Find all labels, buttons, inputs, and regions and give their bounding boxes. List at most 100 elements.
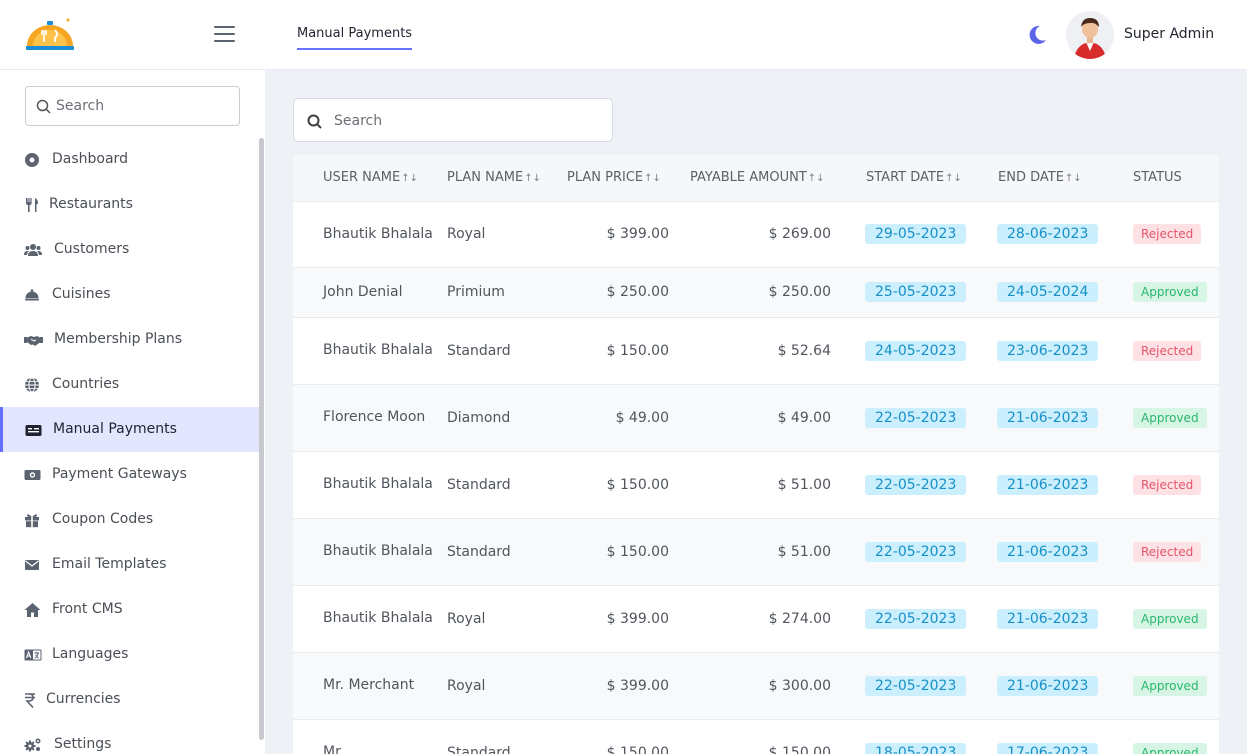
utensils-icon <box>26 198 38 212</box>
cell-payable-amount: $ 274.00 <box>768 610 831 627</box>
status-badge: Rejected <box>1133 224 1202 244</box>
table-row: Bhautik Bhalala Royal $ 399.00 $ 269.00 … <box>293 201 1219 267</box>
sidebar-item-currencies[interactable]: Currencies <box>0 677 260 722</box>
sidebar-item-label: Email Templates <box>52 556 167 572</box>
cell-plan-name: Standard <box>447 476 511 493</box>
start-date-badge: 22-05-2023 <box>865 541 967 562</box>
start-date-badge: 22-05-2023 <box>865 474 967 495</box>
start-date-badge: 22-05-2023 <box>865 675 967 696</box>
language-icon <box>24 649 42 661</box>
logo-icon[interactable] <box>24 16 76 54</box>
tab-manual-payments[interactable]: Manual Payments <box>297 26 413 50</box>
status-badge: Approved <box>1133 608 1207 629</box>
sidebar-item-label: Languages <box>52 646 129 662</box>
dark-mode-moon-icon[interactable] <box>1026 24 1048 46</box>
sidebar-item-payment-gateways[interactable]: Payment Gateways <box>0 452 260 497</box>
user-avatar-icon <box>1066 11 1114 59</box>
sidebar-item-restaurants[interactable]: Restaurants <box>0 182 260 227</box>
sidebar-item-label: Front CMS <box>52 601 123 617</box>
sidebar-item-label: Coupon Codes <box>52 511 154 527</box>
cell-plan-name: Royal <box>447 610 486 627</box>
sidebar-item-countries[interactable]: Countries <box>0 362 260 407</box>
end-date-badge: 21-06-2023 <box>997 608 1099 629</box>
menu-toggle-icon[interactable] <box>214 26 235 44</box>
table-row: Bhautik Bhalala Standard $ 150.00 $ 51.0… <box>293 518 1219 585</box>
gift-icon <box>25 514 39 528</box>
sidebar-item-label: Customers <box>54 241 130 257</box>
cuisine-icon <box>25 289 39 301</box>
column-header-start-date[interactable]: START DATE↑↓ <box>866 170 962 186</box>
end-date-badge: 21-06-2023 <box>997 541 1099 562</box>
column-header-end-date[interactable]: END DATE↑↓ <box>998 170 1082 186</box>
end-date-badge: 24-05-2024 <box>997 282 1099 302</box>
table-row: Mr. Merchant Royal $ 399.00 $ 300.00 22-… <box>293 652 1219 719</box>
cell-payable-amount: $ 300.00 <box>768 677 831 694</box>
column-header-user-name[interactable]: USER NAME↑↓ <box>323 170 418 186</box>
cell-plan-name: Primium <box>447 284 505 300</box>
sidebar-item-label: Membership Plans <box>54 331 183 347</box>
cell-payable-amount: $ 250.00 <box>768 284 831 300</box>
search-icon <box>307 114 322 129</box>
table-row: Mr. Standard $ 150.00 $ 150.00 18-05-202… <box>293 719 1219 754</box>
sidebar-item-settings[interactable]: Settings <box>0 722 260 754</box>
sort-icon: ↑↓ <box>524 173 541 185</box>
cell-plan-price: $ 49.00 <box>615 409 669 426</box>
handshake-icon <box>24 336 43 346</box>
column-header-payable-amount[interactable]: PAYABLE AMOUNT↑↓ <box>690 170 825 186</box>
cell-payable-amount: $ 269.00 <box>768 226 831 242</box>
sort-icon: ↑↓ <box>945 173 962 185</box>
cell-user-name: Mr. <box>323 744 344 754</box>
status-badge: Rejected <box>1133 541 1202 562</box>
sidebar-item-email-templates[interactable]: Email Templates <box>0 542 260 587</box>
table-header-row: USER NAME↑↓ PLAN NAME↑↓ PLAN PRICE↑↓ PAY… <box>293 155 1219 201</box>
cell-plan-name: Standard <box>447 543 511 560</box>
cogs-icon <box>24 738 41 752</box>
sort-icon: ↑↓ <box>1064 173 1082 185</box>
cell-plan-price: $ 399.00 <box>606 610 669 627</box>
sidebar-search-input[interactable] <box>56 95 231 117</box>
sidebar-item-label: Countries <box>52 376 120 392</box>
status-badge: Approved <box>1133 675 1207 696</box>
cell-payable-amount: $ 52.64 <box>777 342 831 359</box>
column-header-plan-name[interactable]: PLAN NAME↑↓ <box>447 170 541 186</box>
search-icon <box>36 99 51 114</box>
payments-table: USER NAME↑↓ PLAN NAME↑↓ PLAN PRICE↑↓ PAY… <box>293 155 1219 754</box>
sidebar-item-cuisines[interactable]: Cuisines <box>0 272 260 317</box>
sidebar-item-coupon-codes[interactable]: Coupon Codes <box>0 497 260 542</box>
sidebar-item-membership-plans[interactable]: Membership Plans <box>0 317 260 362</box>
user-name[interactable]: Super Admin <box>1124 26 1215 42</box>
start-date-badge: 18-05-2023 <box>865 742 967 754</box>
cell-plan-name: Standard <box>447 342 511 359</box>
table-row: Bhautik Bhalala Standard $ 150.00 $ 51.0… <box>293 451 1219 518</box>
sidebar-search[interactable] <box>25 86 240 126</box>
cell-plan-name: Royal <box>447 226 486 242</box>
cell-plan-name: Royal <box>447 677 486 694</box>
sidebar-item-front-cms[interactable]: Front CMS <box>0 587 260 632</box>
cell-user-name: Bhautik Bhalala <box>323 342 433 358</box>
cell-user-name: Bhautik Bhalala <box>323 476 433 492</box>
cell-user-name: Mr. Merchant <box>323 677 415 693</box>
sort-icon: ↑↓ <box>401 173 418 185</box>
sidebar-item-languages[interactable]: Languages <box>0 632 260 677</box>
end-date-badge: 28-06-2023 <box>997 224 1099 244</box>
start-date-badge: 29-05-2023 <box>865 224 967 244</box>
sort-icon: ↑↓ <box>644 173 661 185</box>
column-header-plan-price[interactable]: PLAN PRICE↑↓ <box>567 170 661 186</box>
column-header-status: STATUS <box>1133 170 1182 186</box>
dashboard-icon <box>25 153 39 167</box>
table-search[interactable] <box>293 98 613 142</box>
table-row: Florence Moon Diamond $ 49.00 $ 49.00 22… <box>293 384 1219 451</box>
sidebar-item-customers[interactable]: Customers <box>0 227 260 272</box>
table-search-input[interactable] <box>334 110 594 132</box>
sidebar: Dashboard Restaurants Customers Cuisines… <box>0 70 265 754</box>
sidebar-item-label: Dashboard <box>52 151 128 167</box>
avatar[interactable] <box>1066 11 1114 59</box>
cell-user-name: Florence Moon <box>323 409 426 425</box>
end-date-badge: 17-06-2023 <box>997 742 1099 754</box>
sidebar-scrollbar[interactable] <box>259 138 264 740</box>
sidebar-item-dashboard[interactable]: Dashboard <box>0 137 260 182</box>
cell-payable-amount: $ 49.00 <box>777 409 831 426</box>
cell-plan-price: $ 150.00 <box>606 744 669 754</box>
sidebar-item-manual-payments[interactable]: Manual Payments <box>0 407 260 452</box>
end-date-badge: 21-06-2023 <box>997 407 1099 428</box>
